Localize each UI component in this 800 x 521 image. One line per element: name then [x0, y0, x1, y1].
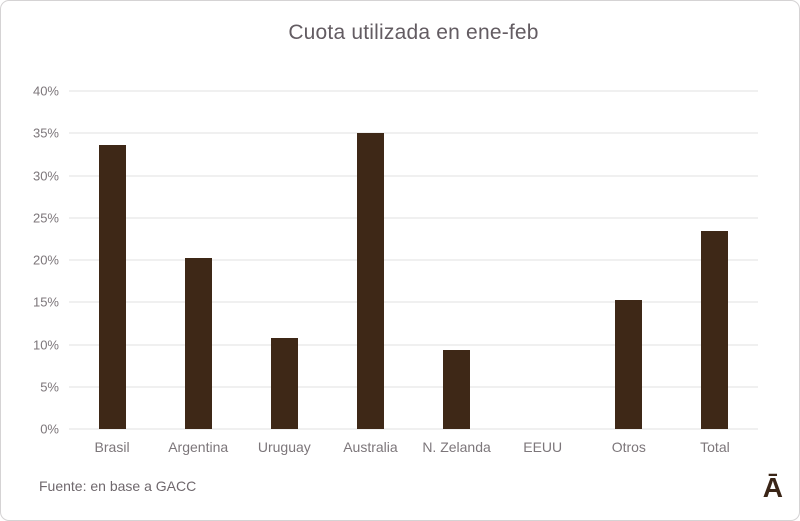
gridline — [69, 175, 758, 176]
gridline — [69, 386, 758, 388]
gridline — [69, 301, 758, 303]
y-tick-label: 35% — [32, 125, 59, 141]
y-tick-label: 40% — [32, 83, 59, 99]
bar-slot — [241, 91, 327, 429]
x-tick-label: Brasil — [94, 439, 130, 455]
bar-slot — [414, 91, 500, 429]
gridline — [69, 90, 758, 92]
y-tick-label: 25% — [32, 210, 59, 226]
y-tick-label: 10% — [32, 337, 59, 352]
bars — [69, 91, 758, 429]
bar-slot — [327, 91, 413, 429]
bar-uruguay — [270, 337, 298, 429]
y-tick-label: 30% — [32, 168, 59, 183]
bar-slot — [69, 91, 155, 429]
x-tick-label: Otros — [611, 439, 646, 455]
x-tick-label: N. Zelanda — [422, 439, 491, 455]
gridline — [69, 132, 758, 134]
gridline — [69, 259, 758, 261]
y-tick-label: 20% — [32, 252, 59, 268]
gridline — [69, 344, 758, 345]
brand-logo: Ā — [762, 472, 783, 503]
x-tick-label: Uruguay — [257, 439, 311, 455]
bar-slot — [672, 91, 758, 429]
bar-slot — [586, 91, 672, 429]
gridline — [69, 428, 758, 430]
x-tick-label: Argentina — [168, 439, 229, 455]
bar-otros — [615, 299, 643, 429]
x-tick-label: Total — [700, 439, 730, 455]
bar-brasil — [98, 145, 126, 429]
gridline — [69, 217, 758, 219]
bar-total — [701, 231, 729, 429]
y-tick-label: 0% — [40, 421, 59, 437]
x-tick-label: EEUU — [523, 439, 563, 455]
x-tick-label: Australia — [343, 439, 398, 455]
bar-argentina — [184, 258, 212, 429]
y-tick-label: 15% — [32, 294, 59, 310]
bar-slot — [155, 91, 241, 429]
source-note: Fuente: en base a GACC — [39, 478, 197, 494]
chart-title: Cuota utilizada en ene-feb — [288, 21, 539, 44]
bar-australia — [356, 133, 384, 429]
x-axis-labels: Brasil Argentina Uruguay Australia N. Zeland… — [69, 439, 758, 455]
plot-area: 0% 5% 10% 15% 20% 25% 30% 35% 40% — [33, 84, 758, 437]
bar-slot — [500, 91, 586, 429]
y-tick-label: 5% — [40, 379, 59, 395]
bar-n-zelanda — [443, 350, 471, 429]
